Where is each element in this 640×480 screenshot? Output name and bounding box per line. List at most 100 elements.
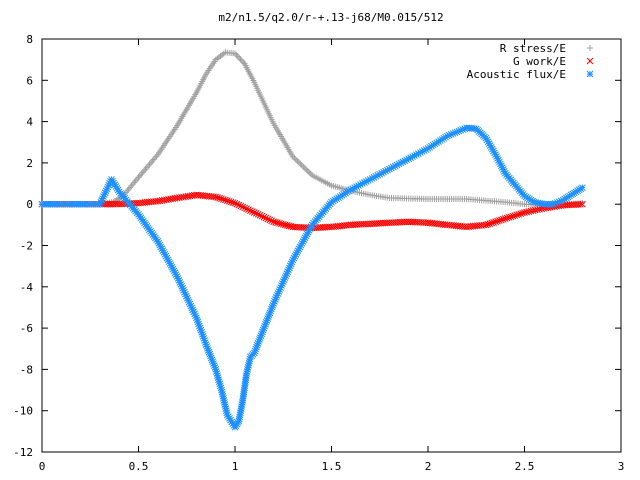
data-point	[290, 254, 298, 262]
data-point	[403, 156, 411, 164]
data-point	[183, 294, 191, 302]
data-point	[234, 53, 241, 60]
legend-label: Acoustic flux/E	[467, 68, 566, 81]
data-point	[487, 143, 495, 151]
x-axis: 0 0.5 1 1.5 2 2.5 3	[39, 39, 625, 473]
data-point	[307, 223, 315, 231]
data-point	[391, 162, 399, 170]
data-point	[491, 149, 498, 157]
data-point	[266, 309, 274, 317]
data-point	[210, 193, 217, 201]
data-point	[254, 339, 262, 347]
data-point	[507, 213, 515, 221]
data-point	[179, 284, 186, 292]
data-point	[262, 320, 269, 328]
data-point	[256, 336, 263, 343]
y-tick-label: -10	[13, 405, 33, 418]
data-point	[196, 322, 203, 330]
data-point	[168, 263, 176, 271]
data-point	[165, 258, 173, 266]
data-point	[220, 196, 227, 203]
data-point	[169, 265, 177, 273]
data-point	[295, 159, 302, 166]
data-point	[235, 201, 243, 209]
data-point	[172, 271, 180, 278]
data-point	[252, 210, 260, 217]
data-point	[496, 217, 503, 224]
data-point	[407, 154, 414, 162]
data-point	[243, 205, 250, 213]
data-point	[186, 300, 194, 308]
data-point	[271, 297, 278, 305]
data-point	[509, 212, 517, 220]
data-point	[237, 202, 245, 210]
data-point	[245, 206, 252, 214]
data-point	[279, 280, 286, 287]
data-point	[268, 303, 276, 311]
data-point	[273, 292, 281, 299]
data-point	[171, 269, 179, 277]
data-point	[304, 228, 312, 236]
data-point	[349, 185, 357, 193]
data-point	[262, 214, 270, 222]
data-point	[283, 270, 291, 278]
data-point	[303, 166, 310, 173]
data-point	[193, 316, 201, 324]
data-point	[288, 258, 296, 266]
data-point	[279, 220, 287, 228]
data-point	[238, 57, 245, 64]
data-point	[210, 362, 218, 369]
data-point	[249, 208, 256, 215]
data-point	[401, 157, 409, 165]
data-point	[267, 307, 274, 315]
data-point	[286, 262, 294, 270]
y-tick-label: 4	[26, 116, 33, 129]
data-point	[414, 150, 422, 157]
data-point	[382, 167, 389, 175]
data-point	[250, 349, 258, 357]
data-point	[557, 197, 565, 205]
data-point	[291, 252, 299, 260]
data-point	[207, 354, 215, 362]
data-point	[264, 315, 272, 322]
x-tick-label: 3	[618, 460, 625, 473]
data-point	[397, 159, 405, 167]
data-point	[196, 324, 204, 332]
data-point	[218, 195, 225, 203]
data-point	[387, 164, 395, 172]
data-point	[413, 151, 420, 158]
data-point	[270, 299, 277, 307]
data-point	[207, 352, 214, 360]
data-point	[274, 219, 281, 227]
data-point	[237, 56, 244, 63]
data-point	[225, 197, 233, 205]
data-point	[500, 168, 508, 175]
data-point	[485, 140, 493, 147]
data-point	[188, 304, 196, 312]
legend-label: R stress/E	[500, 42, 566, 55]
data-point	[480, 221, 488, 229]
data-point	[496, 158, 503, 166]
data-point	[277, 220, 285, 228]
data-point	[272, 218, 279, 226]
data-point	[490, 219, 497, 226]
data-point	[215, 378, 223, 386]
data-point	[445, 131, 453, 139]
data-point	[484, 138, 492, 146]
data-point	[214, 374, 222, 382]
data-point	[576, 200, 584, 208]
data-point	[422, 146, 430, 153]
data-point	[449, 130, 457, 137]
data-point	[297, 241, 305, 249]
data-point	[486, 142, 494, 149]
data-point	[293, 249, 301, 256]
data-point	[294, 247, 302, 255]
data-point	[254, 210, 262, 218]
data-point	[300, 236, 308, 243]
data-point	[162, 252, 170, 260]
data-point	[455, 127, 463, 135]
data-point	[461, 125, 469, 132]
data-point	[204, 346, 212, 354]
